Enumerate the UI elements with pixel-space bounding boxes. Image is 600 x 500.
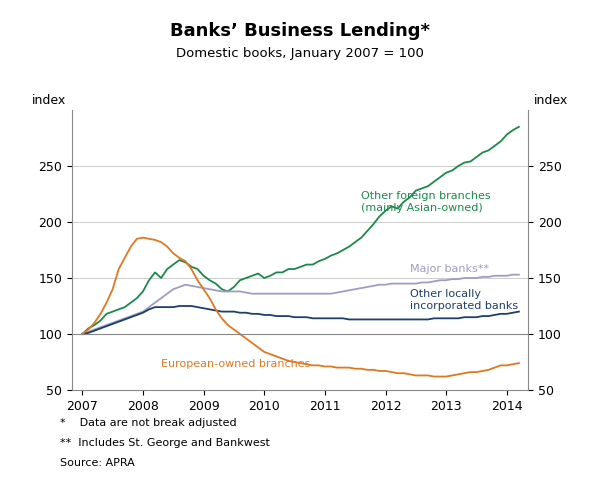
Text: Banks’ Business Lending*: Banks’ Business Lending* [170,22,430,40]
Text: Domestic books, January 2007 = 100: Domestic books, January 2007 = 100 [176,48,424,60]
Text: Source: APRA: Source: APRA [60,458,135,468]
Text: index: index [32,94,66,108]
Text: *    Data are not break adjusted: * Data are not break adjusted [60,418,236,428]
Text: European-owned branches: European-owned branches [161,359,311,369]
Text: Major banks**: Major banks** [410,264,489,274]
Text: Other locally
incorporated banks: Other locally incorporated banks [410,289,518,311]
Text: **  Includes St. George and Bankwest: ** Includes St. George and Bankwest [60,438,270,448]
Text: index: index [534,94,568,108]
Text: Other foreign branches
(mainly Asian-owned): Other foreign branches (mainly Asian-own… [361,192,491,213]
